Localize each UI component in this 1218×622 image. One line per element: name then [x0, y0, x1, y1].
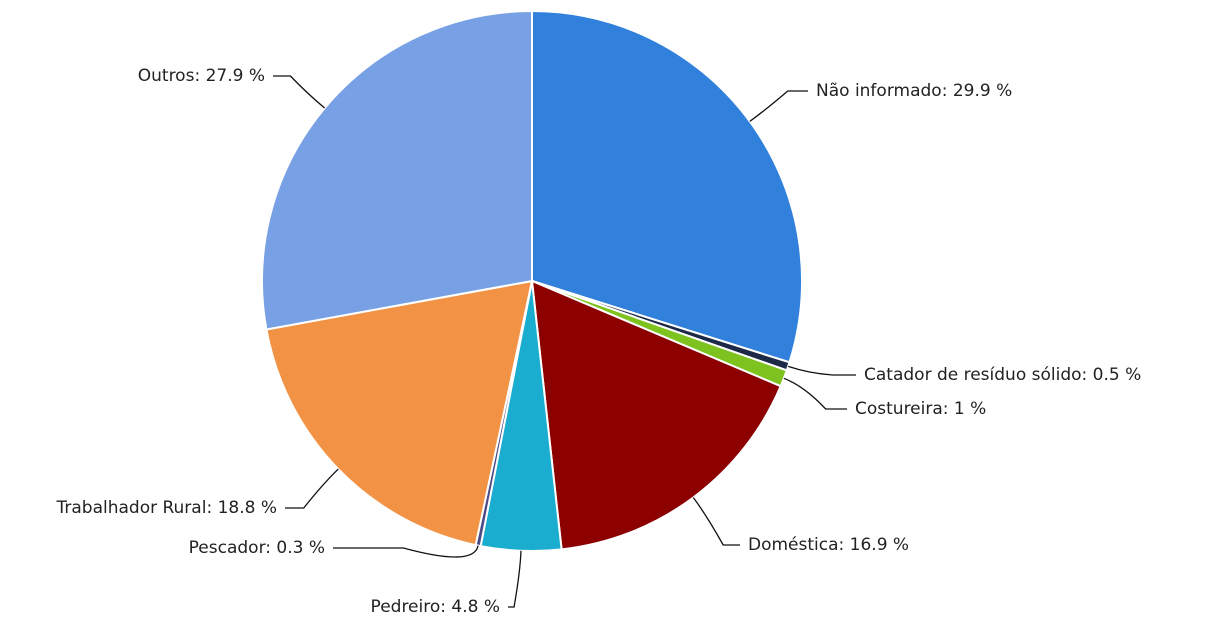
pie-slice — [265, 279, 534, 547]
slice-value: : 27.9 % — [194, 66, 265, 86]
leader-line — [273, 75, 326, 109]
slice-name: Não informado — [816, 81, 942, 101]
slice-label: Doméstica: 16.9 % — [748, 535, 909, 555]
leader-line — [285, 468, 339, 509]
slice-value: : 4.8 % — [440, 597, 500, 617]
slice-value: : 0.5 % — [1082, 365, 1142, 385]
slice-label: Catador de resíduo sólido: 0.5 % — [864, 365, 1141, 385]
slice-name: Costureira — [855, 399, 943, 419]
slice-name: Trabalhador Rural — [55, 498, 206, 518]
slice-value: : 1 % — [943, 399, 987, 419]
leader-line — [783, 377, 847, 410]
slice-label: Outros: 27.9 % — [138, 66, 265, 86]
leader-line — [749, 90, 808, 122]
pie-slice — [261, 9, 533, 331]
slice-label: Pescador: 0.3 % — [189, 538, 325, 558]
slice-value: : 16.9 % — [839, 535, 910, 555]
slice-name: Outros — [138, 66, 195, 86]
slice-value: : 29.9 % — [942, 81, 1013, 101]
pie-slice — [530, 279, 782, 551]
slice-name: Doméstica — [748, 535, 839, 555]
leader-line — [333, 545, 479, 558]
slice-name: Pescador — [189, 538, 266, 558]
leader-line — [787, 365, 856, 376]
slice-value: : 18.8 % — [206, 498, 277, 518]
slice-value: : 0.3 % — [265, 538, 325, 558]
slice-label: Trabalhador Rural: 18.8 % — [55, 498, 277, 518]
slice-label: Não informado: 29.9 % — [816, 81, 1012, 101]
leader-line — [692, 497, 740, 546]
slice-label: Pedreiro: 4.8 % — [371, 597, 500, 617]
slice-name: Pedreiro — [371, 597, 441, 617]
leader-line — [508, 550, 522, 608]
slice-label: Costureira: 1 % — [855, 399, 986, 419]
slice-name: Catador de resíduo sólido — [864, 365, 1082, 385]
